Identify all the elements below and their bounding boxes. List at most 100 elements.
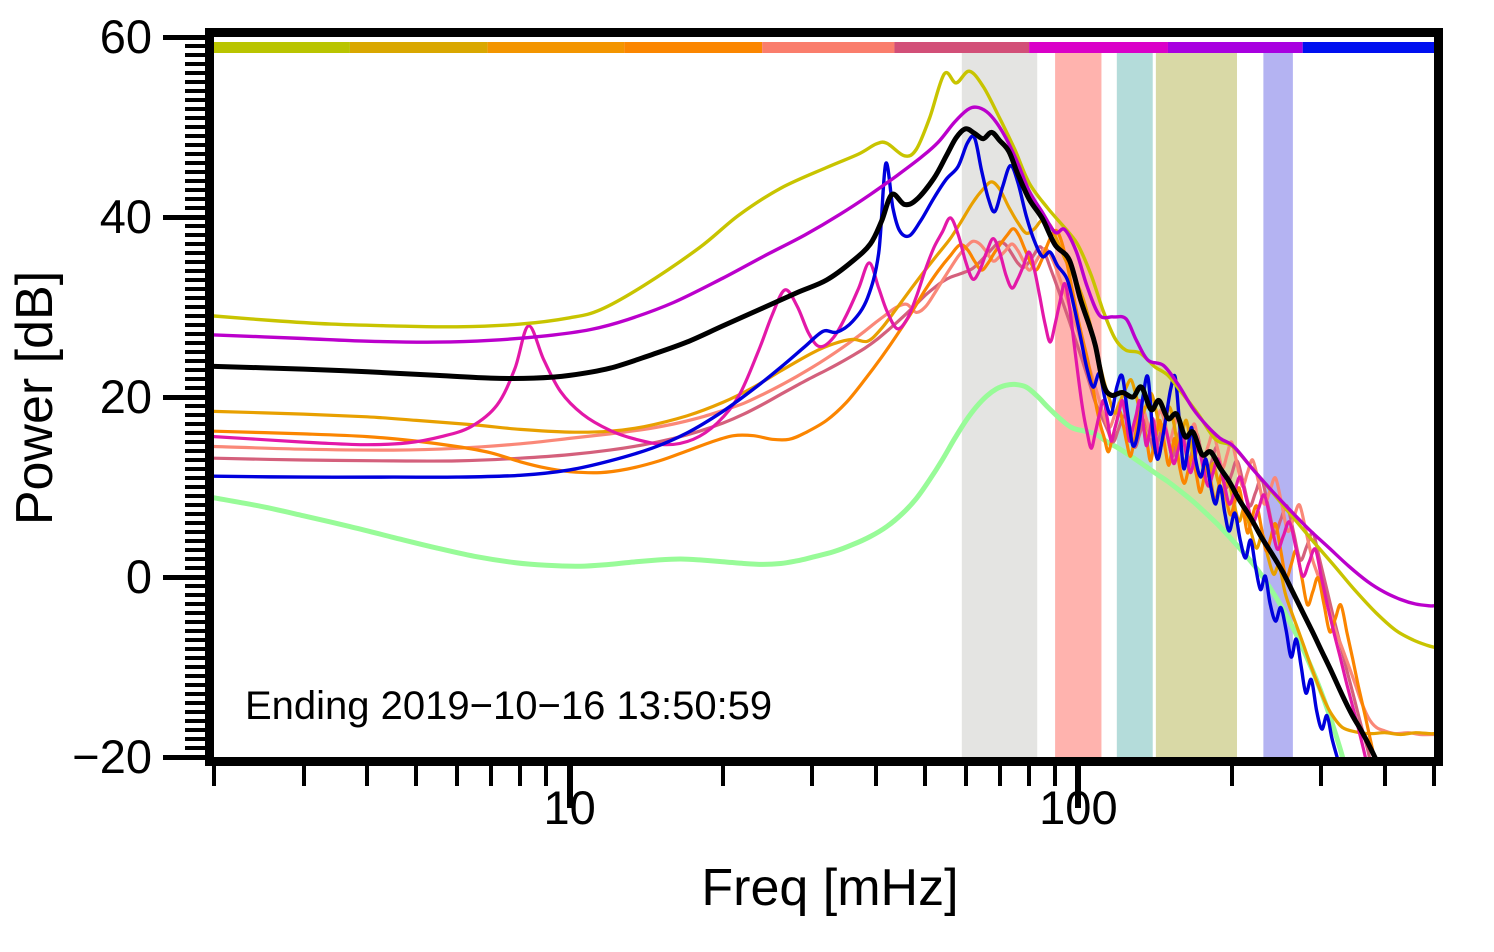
y-minor-tick [185,413,205,417]
y-minor-tick [185,305,205,309]
y-minor-tick [185,521,205,525]
x-minor-tick [414,766,419,786]
x-minor-tick [963,766,968,786]
y-minor-tick [185,80,205,84]
colorbar-segment-4 [624,42,763,53]
y-minor-tick [185,638,205,642]
y-minor-tick [185,152,205,156]
y-minor-tick [185,323,205,327]
y-minor-tick [185,251,205,255]
x-minor-tick [923,766,928,786]
y-minor-tick [185,377,205,381]
y-minor-tick [185,692,205,696]
y-minor-tick [185,188,205,192]
y-minor-tick [185,593,205,597]
y-minor-tick [185,359,205,363]
y-tick-label-60: 60 [99,10,152,63]
y-tick-label-0: 0 [125,550,152,603]
colorbar-segment-7 [1029,42,1168,53]
y-minor-tick [185,341,205,345]
y-minor-tick [185,269,205,273]
y-minor-tick [185,287,205,291]
y-minor-tick [185,350,205,354]
x-minor-tick [454,766,459,786]
y-minor-tick [185,656,205,660]
y-minor-tick [185,566,205,570]
y-minor-tick [185,683,205,687]
x-tick-label-100: 100 [1039,781,1118,834]
y-minor-tick [185,620,205,624]
y-minor-tick [185,503,205,507]
plot-area [214,37,1434,757]
y-minor-tick [185,539,205,543]
y-minor-tick [185,701,205,705]
curve-salmon [214,239,1434,737]
ending-timestamp-annotation: Ending 2019−10−16 13:50:59 [245,684,773,728]
x-minor-tick [1319,766,1324,786]
y-minor-tick [185,368,205,372]
x-minor-tick [873,766,878,786]
y-minor-tick [185,647,205,651]
curve-orange [214,227,1376,757]
curve-blue [214,134,1339,757]
x-major-tick [1075,766,1082,808]
y-minor-tick [185,404,205,408]
y-minor-tick [185,89,205,93]
x-major-tick [566,766,573,808]
x-minor-tick [544,766,549,786]
y-minor-tick [185,557,205,561]
y-major-tick [163,214,205,220]
colorbar-segment-1 [214,42,350,53]
curve-black [214,126,1378,757]
y-minor-tick [185,143,205,147]
y-minor-tick [185,458,205,462]
colorbar-segment-5 [762,42,895,53]
y-minor-tick [185,125,205,129]
y-minor-tick [185,467,205,471]
y-minor-tick [185,296,205,300]
y-minor-tick [185,548,205,552]
y-minor-tick [185,449,205,453]
y-minor-tick [185,611,205,615]
x-tick-label-10: 10 [543,781,596,834]
y-major-tick [163,394,205,400]
y-minor-tick [185,431,205,435]
y-minor-tick [185,440,205,444]
y-minor-tick [185,71,205,75]
y-minor-tick [185,224,205,228]
y-minor-tick [185,44,205,48]
x-minor-tick [1027,766,1032,786]
y-minor-tick [185,674,205,678]
y-minor-tick [185,53,205,57]
plot-frame [205,28,1443,766]
x-minor-tick [365,766,370,786]
x-minor-tick [488,766,493,786]
y-minor-tick [185,530,205,534]
x-minor-tick [1382,766,1387,786]
y-minor-tick [185,107,205,111]
x-axis-title: Freq [mHz] [701,859,959,917]
y-major-tick [163,34,205,40]
curve-palegreen [214,381,1346,757]
y-minor-tick [185,197,205,201]
y-minor-tick [185,719,205,723]
x-minor-tick [720,766,725,786]
curve-deeppink [214,216,1367,757]
y-minor-tick [185,602,205,606]
y-minor-tick [185,728,205,732]
x-minor-tick [301,766,306,786]
x-minor-tick [1053,766,1058,786]
curve-golden [214,180,1434,737]
y-minor-tick [185,62,205,66]
y-minor-tick [185,332,205,336]
colorbar-segment-6 [894,42,1030,53]
y-minor-tick [185,134,205,138]
y-minor-tick [185,746,205,750]
y-minor-tick [185,737,205,741]
y-minor-tick [185,710,205,714]
y-minor-tick [185,206,205,210]
psd-curves-canvas [214,42,1434,757]
y-minor-tick [185,98,205,102]
x-minor-tick [212,766,216,786]
band-pink [1055,53,1102,757]
